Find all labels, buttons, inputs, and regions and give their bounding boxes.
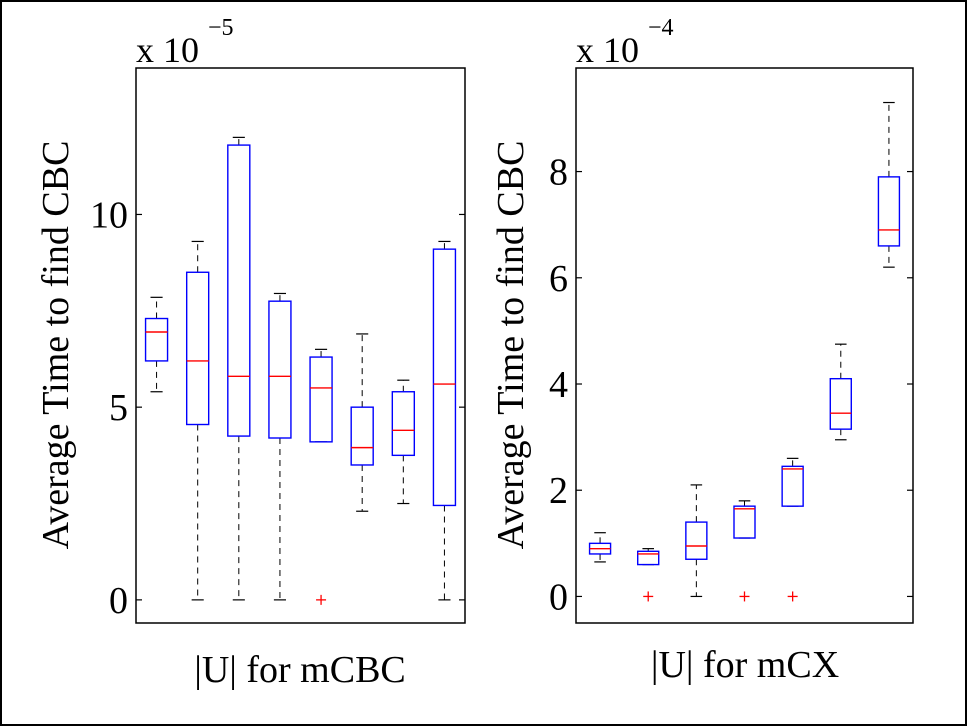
box-plot-8 [432,240,457,601]
box-plot-6 [829,343,852,441]
iqr-box [877,176,901,247]
box-plot-5 [309,348,333,605]
iqr-box [781,465,804,507]
iqr-box [432,248,457,507]
right-panel: 0 2 4 6 8 x 10 −4 |U| for mCX Average Time t… [490,15,914,686]
box-plot-4 [268,292,292,601]
iqr-box [350,406,374,466]
left-y-ticks: 0 5 10 [90,194,465,622]
iqr-box [144,317,169,362]
y-tick-label: 6 [549,258,568,300]
box-plot-2 [185,240,210,601]
right-exponent-base: x 10 [576,30,639,70]
box-plot-1 [588,532,612,563]
box-plot-1 [144,296,169,393]
box-plot-7 [391,379,416,505]
y-tick-label: 2 [549,470,568,512]
iqr-box [309,356,333,443]
left-exponent-power: −5 [208,15,234,41]
left-panel: 0 5 10 x 10 −5 |U| for mCBC Average Time t… [35,15,466,691]
box-plot-3 [685,484,708,598]
right-y-ticks: 0 2 4 6 8 [549,152,913,618]
right-exponent-power: −4 [648,15,674,41]
box-plot-5 [781,457,804,602]
y-tick-label: 0 [549,576,568,618]
iqr-box [268,300,292,439]
box-plot-2 [637,548,660,602]
iqr-box [391,391,416,457]
left-y-axis-label: Average Time to find CBC [35,141,77,550]
iqr-box [185,271,210,426]
box-plot-6 [350,333,374,512]
left-exponent-base: x 10 [136,30,199,70]
right-axes-box [575,67,914,624]
iqr-box [829,377,852,430]
right-boxes [588,101,901,602]
left-boxes [144,136,457,605]
left-axes-box [135,67,466,624]
y-tick-label: 0 [109,580,128,622]
box-plot-7 [877,101,901,268]
y-tick-label: 4 [549,364,568,406]
right-y-axis-label: Average Time to find CBC [490,141,532,550]
iqr-box [685,521,708,560]
iqr-box [227,144,251,437]
right-x-axis-label: |U| for mCX [651,644,839,686]
box-plot-4 [733,500,756,602]
y-tick-label: 10 [90,194,128,236]
iqr-box [637,550,660,566]
left-x-axis-label: |U| for mCBC [194,649,406,691]
iqr-box [733,505,756,539]
y-tick-label: 5 [109,387,128,429]
box-plot-3 [227,136,251,601]
y-tick-label: 8 [549,152,568,194]
